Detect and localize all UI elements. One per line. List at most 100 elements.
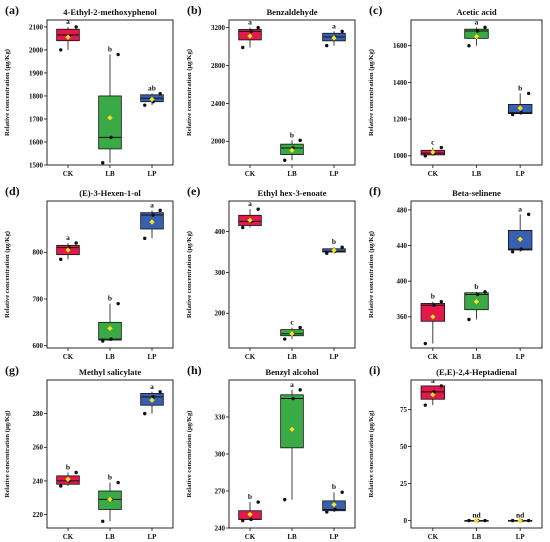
data-point — [143, 411, 147, 416]
data-point — [59, 48, 63, 52]
data-point — [256, 500, 260, 504]
data-point — [483, 290, 487, 294]
x-tick-label-lp: LP — [516, 533, 526, 541]
x-tick-label-ck: CK — [245, 170, 256, 178]
y-tick-label: 200 — [215, 310, 226, 318]
x-tick-label-ck: CK — [63, 353, 74, 361]
mean-marker — [331, 247, 337, 254]
y-tick-label: 3200 — [211, 24, 226, 32]
data-point — [249, 517, 253, 522]
panel-label: (i) — [369, 363, 380, 377]
panel-title: Benzyl alcohol — [265, 367, 319, 377]
data-point — [256, 207, 260, 211]
significance-letter: b — [108, 45, 112, 54]
box-ck: b — [238, 492, 262, 523]
data-point — [423, 341, 427, 346]
y-axis-label: Relative concentration (μg/Kg) — [186, 231, 193, 318]
mean-marker — [247, 511, 253, 518]
x-tick-label-ck: CK — [428, 170, 439, 178]
box-lb: c — [280, 318, 304, 341]
y-tick-label: 25 — [400, 480, 408, 488]
panel-3: (c) Acetic acid 1000 1200 1400 1600 Relative c… — [368, 3, 543, 178]
data-point — [283, 158, 287, 162]
significance-letter: a — [248, 18, 252, 27]
y-tick-label: 1900 — [29, 69, 44, 77]
x-tick-label-lp: LP — [516, 353, 526, 361]
data-point — [151, 213, 155, 217]
panel-title: (E,E)-2,4-Heptadienal — [436, 367, 517, 377]
y-axis-label: Relative concentration (μg/Kg) — [368, 411, 375, 498]
mean-marker — [107, 115, 113, 121]
box-lb: b — [98, 294, 122, 343]
data-point — [423, 403, 427, 407]
mean-marker — [289, 426, 295, 433]
mean-marker — [473, 33, 480, 40]
data-point — [101, 339, 105, 343]
data-point — [510, 518, 515, 523]
data-point — [483, 25, 487, 30]
data-point — [158, 91, 162, 96]
data-point — [158, 390, 162, 394]
data-point — [340, 245, 344, 249]
mean-marker — [149, 219, 155, 225]
box-lb: a — [464, 17, 489, 48]
panel-label: (g) — [5, 363, 19, 377]
mean-marker — [473, 298, 480, 305]
mean-marker — [107, 496, 113, 503]
y-axis-label: Relative concentration (μg/Kg) — [186, 411, 193, 498]
significance-letter: c — [431, 138, 435, 147]
box-lb: b — [98, 45, 122, 165]
data-point — [526, 212, 531, 217]
data-point — [298, 388, 302, 392]
y-tick-label: 360 — [397, 313, 408, 321]
mean-marker — [430, 149, 436, 155]
significance-letter: a — [475, 17, 479, 26]
mean-marker — [331, 35, 337, 41]
panel-title: Methyl salicylate — [79, 367, 141, 377]
x-tick-label-lb: LB — [105, 170, 115, 178]
data-point — [158, 208, 162, 213]
x-tick-label-lp: LP — [148, 353, 158, 361]
panel-1: (a) 4-Ethyl-2-methoxyphenol 1500 1600 1700 18… — [4, 3, 174, 178]
y-tick-label: 50 — [400, 443, 408, 451]
y-axis-label: Relative concentration (μg/Kg) — [368, 231, 375, 318]
significance-letter: a — [332, 21, 336, 30]
significance-letter: b — [66, 463, 70, 472]
mean-marker — [517, 105, 523, 111]
x-tick-label-lb: LB — [287, 353, 297, 361]
significance-letter: nd — [516, 511, 525, 520]
data-point — [340, 29, 344, 34]
y-tick-label: 1000 — [393, 152, 408, 160]
y-axis-label: Relative concentration (μg/Kg) — [186, 49, 193, 136]
y-axis-label: Relative concentration (μg/Kg) — [4, 49, 11, 136]
significance-letter: b — [474, 282, 478, 291]
panel-title: Beta-selinene — [452, 188, 501, 198]
y-tick-label: 0 — [404, 517, 408, 525]
data-point — [519, 247, 524, 251]
data-point — [467, 43, 471, 48]
y-tick-label: 240 — [215, 524, 226, 532]
data-point — [283, 337, 287, 341]
significance-letter: b — [108, 294, 112, 303]
mean-marker — [149, 96, 155, 103]
data-point — [325, 251, 329, 255]
x-tick-label-ck: CK — [428, 533, 439, 541]
significance-letter: a — [431, 376, 435, 385]
panel-title: (E)-3-Hexen-1-ol — [79, 188, 141, 198]
box-lp: a — [322, 21, 346, 48]
data-point — [423, 154, 427, 158]
y-tick-label: 1600 — [393, 42, 408, 50]
data-point — [59, 484, 63, 488]
mean-marker — [247, 33, 253, 39]
panel-title: Benzaldehyde — [266, 7, 317, 17]
x-tick-label-lb: LB — [472, 170, 482, 178]
data-point — [475, 29, 480, 33]
data-point — [298, 138, 302, 143]
y-axis-label: Relative concentration (μg/Kg) — [4, 411, 11, 498]
data-point — [510, 250, 515, 254]
panel-title: Ethyl hex-3-enoate — [258, 188, 327, 198]
panel-label: (a) — [5, 3, 19, 17]
x-tick-label-ck: CK — [63, 533, 74, 541]
y-tick-label: 300 — [215, 269, 226, 277]
data-point — [116, 52, 120, 57]
